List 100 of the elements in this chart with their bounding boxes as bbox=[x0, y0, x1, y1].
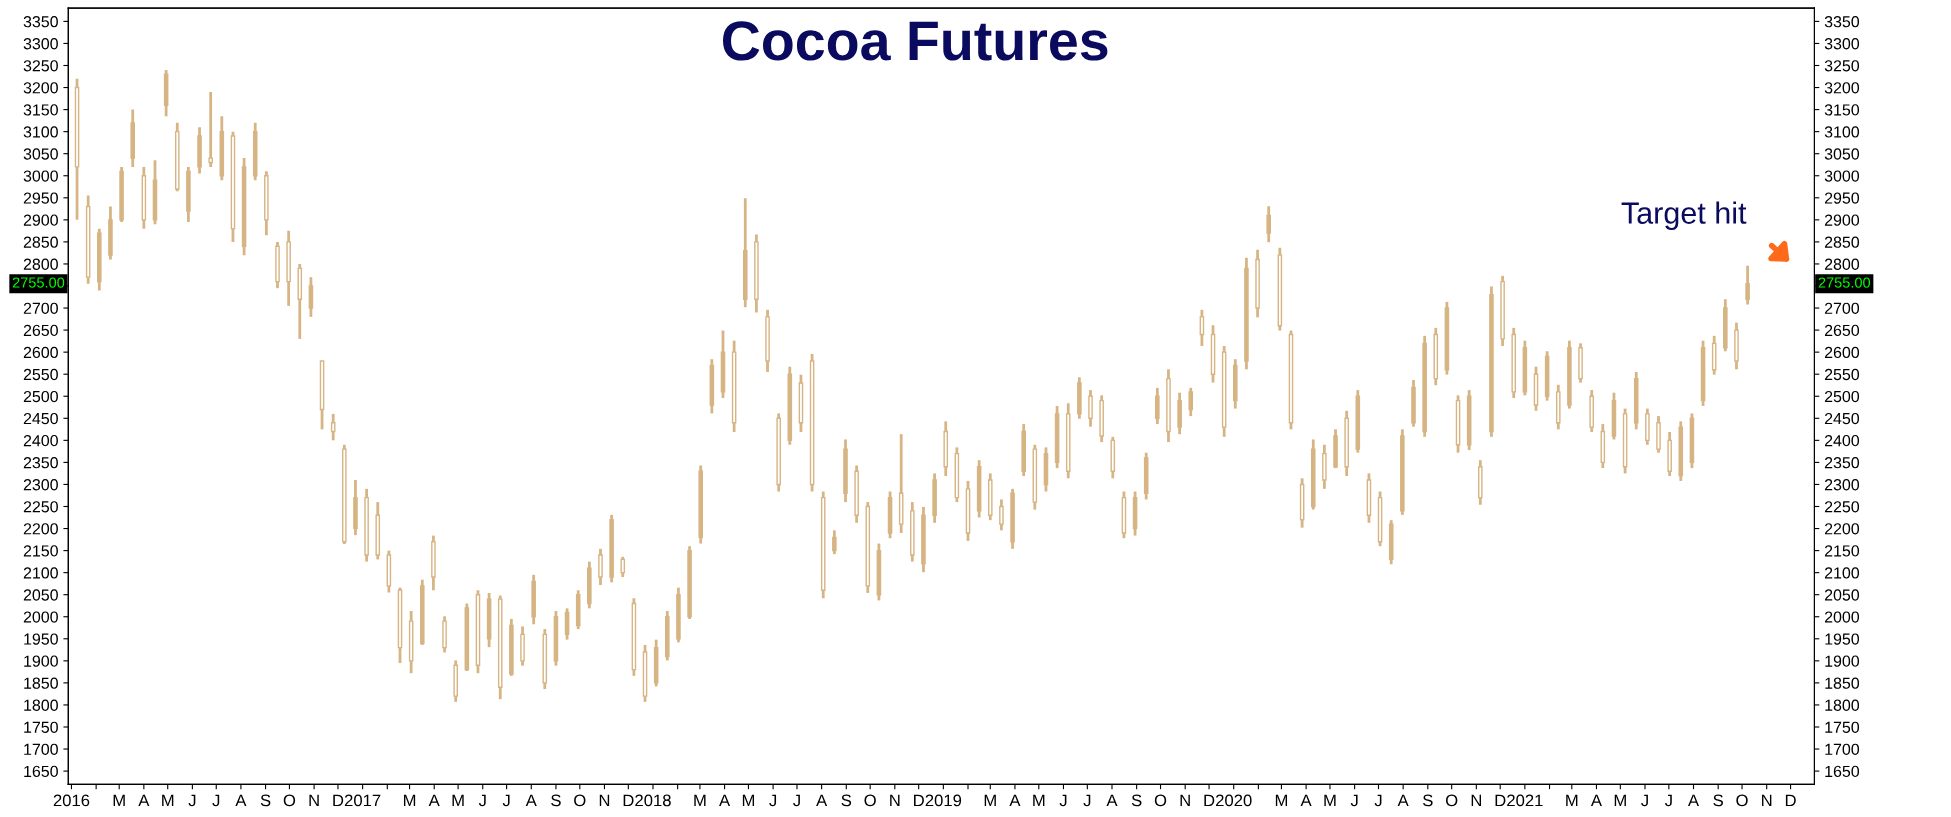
candlestick bbox=[208, 90, 213, 169]
x-tick-label: D bbox=[914, 794, 924, 807]
x-tick-label: A bbox=[719, 794, 731, 807]
y-tick-label: 2900 bbox=[23, 214, 58, 226]
x-tick-label: O bbox=[574, 794, 586, 807]
y2-tick-label: 2500 bbox=[1824, 390, 1860, 403]
x-tick-label: 2019 bbox=[925, 794, 962, 807]
y-tick-label: 2500 bbox=[23, 390, 58, 403]
y2-tick-label: 3050 bbox=[1824, 148, 1860, 160]
candlestick bbox=[1266, 204, 1271, 244]
x-tick-label: A bbox=[1300, 794, 1312, 807]
text: 2755.00 bbox=[12, 277, 65, 288]
y2-tick-label: 3250 bbox=[1824, 60, 1860, 72]
y-tick-label: 2300 bbox=[23, 479, 58, 491]
x-tick-label: J bbox=[188, 794, 196, 807]
x-tick-label: N bbox=[599, 794, 610, 807]
x-tick-label: O bbox=[864, 794, 876, 807]
y2-tick-label: 2950 bbox=[1824, 192, 1860, 204]
y2-tick-label: 1700 bbox=[1825, 743, 1860, 755]
candlestick bbox=[999, 498, 1004, 532]
y-tick-label: 2800 bbox=[23, 258, 58, 270]
y2-tick-label: 2300 bbox=[1824, 479, 1860, 491]
y-tick-label: 3050 bbox=[23, 148, 58, 160]
y2-tick-label: 1750 bbox=[1825, 721, 1860, 733]
x-tick-label: J bbox=[1374, 794, 1382, 807]
x-tick-label: A bbox=[816, 794, 828, 807]
y-tick-label: 2100 bbox=[23, 567, 58, 579]
annotation: Target hit bbox=[1621, 201, 1747, 230]
y2-tick-label: 3000 bbox=[1824, 170, 1860, 182]
x-tick-label: 2021 bbox=[1507, 794, 1543, 807]
x-tick-label: 2016 bbox=[53, 794, 90, 807]
x-tick-label: A bbox=[235, 794, 247, 807]
y-tick-label: 1700 bbox=[24, 743, 58, 755]
x-tick-label: A bbox=[1009, 794, 1021, 807]
x-tick-label: S bbox=[1131, 794, 1142, 807]
x-tick-label: J bbox=[1641, 794, 1648, 807]
x-tick-label: S bbox=[551, 794, 561, 807]
x-tick-label: D bbox=[1495, 794, 1506, 807]
y2-tick-label: 2000 bbox=[1824, 611, 1860, 623]
y-tick-label: 2000 bbox=[23, 611, 58, 623]
y-tick-label: 1900 bbox=[24, 655, 58, 667]
x-tick-label: M bbox=[113, 794, 125, 807]
y2-tick-label: 2050 bbox=[1824, 589, 1860, 601]
y-tick-label: 2450 bbox=[23, 412, 58, 425]
x-tick-label: S bbox=[1713, 794, 1723, 807]
y-tick-label: 2950 bbox=[23, 192, 58, 204]
x-tick-label: A bbox=[1397, 794, 1409, 807]
x-tick-label: M bbox=[1033, 794, 1045, 807]
y-tick-label: 2250 bbox=[23, 501, 58, 513]
x-tick-label: M bbox=[1324, 794, 1336, 807]
text: 2755.00 bbox=[1818, 277, 1871, 288]
x-tick-label: M bbox=[742, 794, 755, 807]
x-tick-label: 2018 bbox=[635, 794, 671, 807]
y-tick-label: 1850 bbox=[24, 677, 58, 689]
candlestick bbox=[1745, 264, 1750, 306]
y-tick-label: 2200 bbox=[23, 523, 58, 535]
y2-tick-label: 3300 bbox=[1824, 38, 1860, 50]
x-tick-label: A bbox=[525, 794, 537, 807]
y2-tick-label: 1950 bbox=[1825, 633, 1860, 645]
x-tick-label: A bbox=[1590, 794, 1602, 807]
x-tick-label: J bbox=[793, 794, 800, 807]
x-tick-label: A bbox=[1106, 794, 1118, 807]
x-tick-label: N bbox=[309, 794, 319, 807]
y-tick-label: 3350 bbox=[23, 16, 58, 28]
y-tick-label: 1750 bbox=[24, 721, 58, 733]
x-tick-label: S bbox=[841, 794, 852, 807]
x-tick-label: M bbox=[984, 794, 996, 807]
x-tick-label: M bbox=[694, 794, 706, 807]
x-tick-label: D bbox=[333, 794, 344, 807]
y2-tick-label: 1900 bbox=[1825, 655, 1860, 667]
y2-tick-label: 1800 bbox=[1825, 699, 1860, 711]
y2-tick-label: 2350 bbox=[1824, 457, 1860, 469]
x-tick-label: J bbox=[212, 794, 220, 807]
candlestick bbox=[1088, 388, 1093, 429]
y2-tick-label: 2900 bbox=[1824, 214, 1860, 226]
y2-tick-label: 2600 bbox=[1824, 346, 1860, 359]
y-tick-label: 2150 bbox=[23, 545, 58, 557]
y-tick-label: 1650 bbox=[24, 765, 58, 778]
x-tick-label: M bbox=[162, 794, 174, 807]
x-tick-label: A bbox=[428, 794, 440, 807]
y-tick-label: 2350 bbox=[23, 457, 58, 469]
y2-tick-label: 1650 bbox=[1825, 765, 1860, 778]
y2-tick-label: 2800 bbox=[1824, 258, 1860, 270]
y2-tick-label: 3350 bbox=[1824, 16, 1860, 28]
x-tick-label: N bbox=[1762, 794, 1772, 807]
x-tick-label: D bbox=[1204, 794, 1215, 807]
x-tick-label: N bbox=[1180, 794, 1190, 807]
x-tick-label: J bbox=[478, 794, 486, 807]
y-tick-label: 2850 bbox=[23, 236, 58, 248]
x-tick-label: D bbox=[1785, 794, 1796, 807]
y-tick-label: 3200 bbox=[23, 82, 58, 94]
candlestick bbox=[598, 547, 603, 587]
candlestick bbox=[620, 555, 626, 579]
x-tick-label: J bbox=[1083, 794, 1091, 807]
x-tick-label: O bbox=[1736, 794, 1748, 807]
x-tick-label: A bbox=[1687, 794, 1700, 807]
x-tick-label: M bbox=[1275, 794, 1288, 807]
x-tick-label: M bbox=[1566, 794, 1578, 807]
y2-tick-label: 3150 bbox=[1824, 104, 1860, 116]
x-tick-label: O bbox=[1154, 794, 1167, 807]
